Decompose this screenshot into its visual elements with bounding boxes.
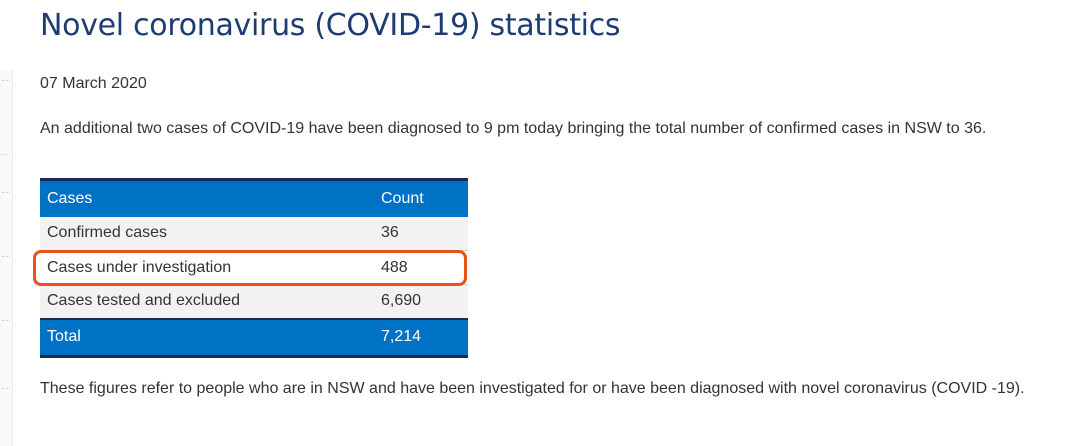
row-count: 6,690 [381,292,422,310]
row-label: Confirmed cases [47,224,168,242]
row-label: Cases tested and excluded [47,292,241,310]
total-label: Total [47,328,81,346]
row-count: 36 [381,224,399,242]
table-total-row: Total 7,214 [40,318,468,357]
table-row: Cases tested and excluded 6,690 [40,284,468,319]
table-row: Cases under investigation 488 [40,250,468,285]
total-count: 7,214 [381,328,422,346]
table-row: Confirmed cases 36 [40,216,468,251]
footnote-paragraph: These figures refer to people who are in… [40,380,1025,397]
row-count: 488 [381,258,408,276]
publish-date: 07 March 2020 [40,75,147,92]
sidebar-divider [2,256,10,257]
sidebar-divider [2,154,10,155]
sidebar-divider [2,80,10,81]
sidebar-edge [0,70,13,446]
column-header-count: Count [381,189,424,207]
intro-paragraph: An additional two cases of COVID-19 have… [40,120,987,137]
row-label: Cases under investigation [47,258,232,276]
table-header-row: Cases Count [40,179,468,217]
sidebar-divider [2,388,10,389]
sidebar-divider [2,320,10,321]
column-header-cases: Cases [47,189,93,207]
statistics-table: Cases Count Confirmed cases 36 Cases und… [40,178,468,358]
page-title: Novel coronavirus (COVID-19) statistics [40,8,621,43]
sidebar-divider [2,192,10,193]
